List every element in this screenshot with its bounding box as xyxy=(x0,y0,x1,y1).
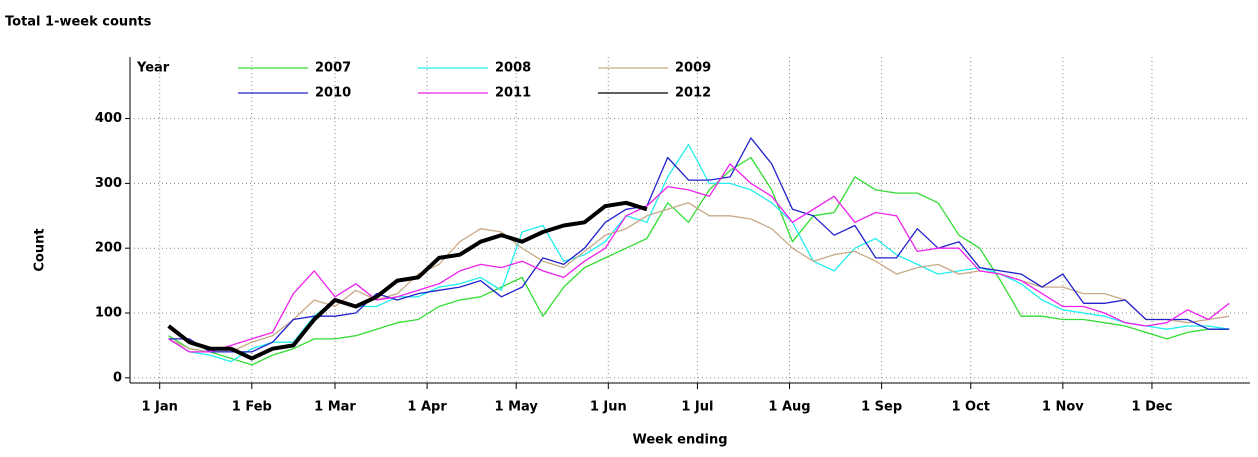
y-axis-label: Count xyxy=(33,228,48,271)
x-tick-label: 1 May xyxy=(495,400,539,415)
y-tick-label: 300 xyxy=(95,176,122,191)
x-tick-label: 1 Apr xyxy=(407,400,447,415)
x-tick-label: 1 Aug xyxy=(768,400,810,415)
x-tick-label: 1 Jun xyxy=(590,400,627,415)
series-line xyxy=(168,202,1230,353)
legend-title: Year xyxy=(136,61,170,76)
x-tick-label: 1 Feb xyxy=(232,400,272,415)
legend-label: 2009 xyxy=(675,61,711,76)
chart-title: Total 1-week counts xyxy=(5,15,152,30)
series-line xyxy=(168,137,1230,353)
legend-label: 2011 xyxy=(495,86,531,101)
y-tick-label: 100 xyxy=(95,306,122,321)
legend-label: 2008 xyxy=(495,61,531,76)
series-line xyxy=(168,163,1230,353)
x-tick-label: 1 Oct xyxy=(951,400,990,415)
x-tick-label: 1 Jan xyxy=(141,400,177,415)
legend-label: 2012 xyxy=(675,86,711,101)
x-axis-label: Week ending xyxy=(632,433,727,448)
x-tick-label: 1 Sep xyxy=(861,400,902,415)
legend-label: 2010 xyxy=(315,86,351,101)
legend-label: 2007 xyxy=(315,61,351,76)
x-tick-label: 1 Jul xyxy=(681,400,713,415)
series-line xyxy=(168,156,1230,366)
y-tick-label: 200 xyxy=(95,241,122,256)
x-tick-label: 1 Mar xyxy=(314,400,356,415)
x-tick-label: 1 Dec xyxy=(1132,400,1173,415)
series-line xyxy=(167,200,648,361)
y-tick-label: 0 xyxy=(113,370,122,385)
x-tick-label: 1 Nov xyxy=(1042,400,1084,415)
series-line xyxy=(168,143,1230,363)
y-tick-label: 400 xyxy=(95,111,122,126)
